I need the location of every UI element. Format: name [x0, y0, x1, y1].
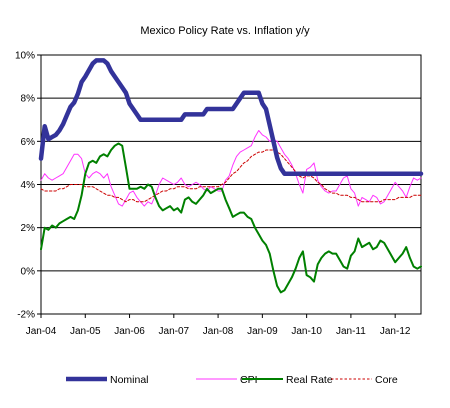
y-tick-label: 4% [21, 180, 36, 191]
y-tick-label: 10% [15, 51, 35, 62]
x-tick-label: Jan-11 [336, 326, 366, 337]
y-tick-labels: -2% 0% 2% 4% 6% 8% 10% [15, 51, 35, 321]
x-tick-label: Jan-06 [114, 326, 145, 337]
legend-item: Nominal [66, 374, 149, 386]
legend-item: Core [331, 374, 398, 386]
gridlines [41, 54, 421, 315]
x-tick-label: Jan-10 [291, 326, 322, 337]
x-tick-label: Jan-07 [159, 326, 190, 337]
y-tick-label: -2% [17, 310, 35, 321]
y-tick-label: 2% [21, 223, 36, 234]
legend-label: Core [375, 374, 398, 386]
x-tick-label: Jan-04 [26, 326, 57, 337]
x-tick-label: Jan-09 [247, 326, 278, 337]
x-tick-label: Jan-08 [203, 326, 234, 337]
legend-item: Real Rate [242, 374, 333, 386]
y-tick-label: 6% [21, 137, 36, 148]
x-tick-label: Jan-12 [380, 326, 411, 337]
legend-label: Real Rate [286, 374, 333, 386]
y-tick-label: 0% [21, 266, 36, 277]
chart-title: Mexico Policy Rate vs. Inflation y/y [140, 25, 310, 37]
series-line-real-rate [40, 142, 422, 294]
series-line-cpi [40, 130, 422, 207]
x-tick-labels: Jan-04 Jan-05 Jan-06 Jan-07 Jan-08 Jan-09 Jan-… [26, 326, 411, 337]
x-tick-label: Jan-05 [70, 326, 101, 337]
plot-area-border [40, 54, 422, 315]
legend-label: Nominal [110, 374, 149, 386]
series-lines [38, 58, 424, 294]
axes [37, 54, 422, 318]
y-tick-label: 8% [21, 94, 36, 105]
series-line-nominal [38, 58, 424, 176]
series-line-core [40, 149, 422, 203]
